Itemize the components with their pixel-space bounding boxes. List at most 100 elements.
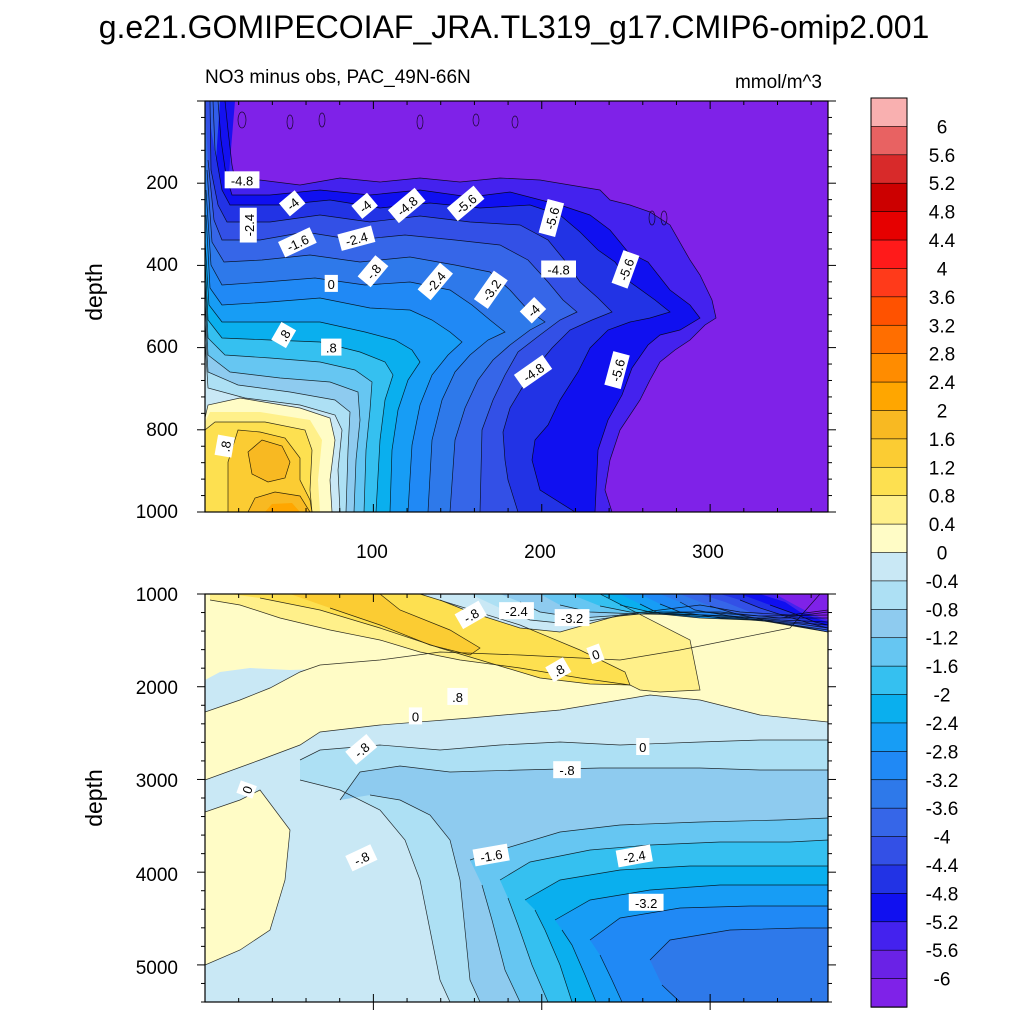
contour-label-box: [615, 844, 653, 868]
contour-label-box: [446, 185, 485, 222]
colorbar-level-label: 2.8: [929, 345, 955, 366]
colorbar-swatch: [870, 807, 908, 838]
contour-label: 0: [236, 780, 257, 799]
contour-label-box: [447, 687, 468, 705]
contour-label: -2.4: [337, 225, 376, 251]
colorbar-swatch: [870, 722, 908, 753]
colorbar-swatch: [870, 978, 908, 1008]
contour-label-text: 0: [639, 740, 646, 755]
contour-label-box: [454, 600, 487, 630]
contour-label-box: [351, 192, 378, 219]
colorbar-level-label: 3.6: [929, 288, 955, 309]
contour-label-text: .8: [217, 440, 234, 453]
colorbar-swatch: [870, 495, 908, 525]
colorbar-level-label: 1.6: [929, 430, 955, 451]
lower-contour-labels: -.8 -2.4 -3.2 0 .8 .8 0 0 -.8 0 -.8 -.8 -1.6 -2.4 -3.2: [236, 600, 664, 911]
colorbar-level-label: -0.4: [926, 572, 959, 593]
lower-contour-lines: [205, 594, 828, 1002]
contour-label-text: -2.4: [344, 229, 370, 249]
colorbar-level-label: -2: [934, 686, 951, 707]
contour-label-box: [538, 198, 565, 238]
colorbar-swatch: [870, 836, 908, 866]
contour-label: .8: [214, 434, 235, 458]
contour-label: -2.4: [615, 844, 653, 868]
contour-label-text: -5.6: [542, 206, 562, 232]
contour-label-text: -4.8: [547, 263, 569, 278]
contour-label: -4: [278, 190, 306, 217]
upper-y-tick-label: 400: [146, 255, 178, 276]
contour-label-text: -3.2: [561, 611, 583, 626]
colorbar: 6 5.6 5.2 4.8 4.4 4 3.6 3.2 2.8 2.4 2 1.6 1.2 0.8 0.4 0…: [870, 97, 959, 1008]
contour-label-text: -.8: [461, 605, 482, 626]
upper-y-axis-title: depth: [81, 263, 107, 321]
contour-label-text: 0: [590, 646, 602, 663]
contour-label: -4.8: [224, 171, 260, 189]
contour-label-box: [345, 734, 378, 765]
contour-label-text: -.8: [559, 763, 574, 778]
contour-label-text: -5.6: [608, 358, 628, 384]
contour-label-text: -.8: [352, 849, 372, 869]
contour-label: .8: [271, 321, 297, 349]
contour-label: -4.8: [541, 260, 576, 278]
colorbar-swatch: [870, 353, 908, 383]
colorbar-level-label: 2.4: [929, 373, 956, 394]
contour-label-box: [586, 643, 605, 665]
contour-label: -2.4: [239, 207, 257, 243]
contour-label-box: [541, 260, 576, 278]
lower-y-axis-title: depth: [81, 769, 107, 827]
contour-label: -5.6: [611, 250, 640, 289]
colorbar-level-label: 2: [937, 401, 948, 422]
colorbar-swatch: [870, 523, 908, 554]
contour-label: -.8: [454, 600, 487, 630]
contour-label-text: -2.4: [622, 848, 647, 867]
contour-label-box: [408, 707, 423, 725]
contour-label: -.8: [345, 844, 378, 872]
contour-label: .8: [321, 338, 342, 356]
colorbar-swatch: [870, 637, 908, 667]
contour-label-box: [214, 434, 235, 458]
contour-label: -3.2: [554, 609, 590, 627]
upper-y-tick-label: 200: [146, 173, 178, 194]
lower-y-tick-label: 4000: [136, 865, 178, 886]
contour-label-box: [236, 780, 257, 799]
lower-y-tick-label: 3000: [136, 771, 178, 792]
upper-tick-marks: [197, 100, 836, 513]
contour-label-box: [604, 351, 630, 390]
contour-label: 0: [636, 738, 650, 755]
contour-label-text: -4.8: [231, 173, 253, 188]
upper-plot-frame: [204, 100, 829, 513]
colorbar-swatch: [870, 268, 908, 298]
contour-label-box: [636, 738, 650, 755]
colorbar-level-label: 0.4: [929, 515, 956, 536]
colorbar-swatch: [870, 182, 908, 213]
contour-label-text: 0: [239, 784, 256, 796]
upper-y-tick-label: 800: [146, 420, 178, 441]
upper-contour-fill: [205, 101, 828, 512]
contour-label: .8: [447, 687, 468, 705]
colorbar-swatch: [870, 949, 908, 980]
contour-label-text: -.8: [351, 740, 372, 761]
contour-label-text: -1.6: [479, 847, 504, 866]
colorbar-level-label: 4.4: [929, 231, 956, 252]
contour-label-box: [545, 657, 572, 683]
contour-label-box: [513, 354, 553, 389]
colorbar-level-label: 6: [937, 117, 948, 138]
colorbar-swatch: [870, 381, 908, 412]
contour-label-box: [628, 893, 664, 911]
contour-label: -4: [519, 297, 547, 324]
contour-label-box: [387, 187, 426, 224]
panel-left-string: NO3 minus obs, PAC_49N-66N: [205, 67, 471, 88]
lower-y-tick-label: 2000: [136, 678, 178, 699]
contour-label: -3.2: [628, 893, 664, 911]
contour-label-box: [321, 338, 342, 356]
contour-label-text: 0: [328, 277, 335, 292]
colorbar-level-label: -4: [934, 828, 951, 849]
colorbar-level-label: -3.2: [926, 771, 959, 792]
colorbar-swatch: [870, 97, 908, 128]
contour-label: -.8: [553, 761, 581, 779]
colorbar-level-label: -4.8: [926, 884, 959, 905]
colorbar-swatch: [870, 410, 908, 440]
contour-label: -2.4: [499, 602, 534, 620]
contour-label-box: [224, 171, 260, 189]
colorbar-swatch: [870, 438, 908, 468]
